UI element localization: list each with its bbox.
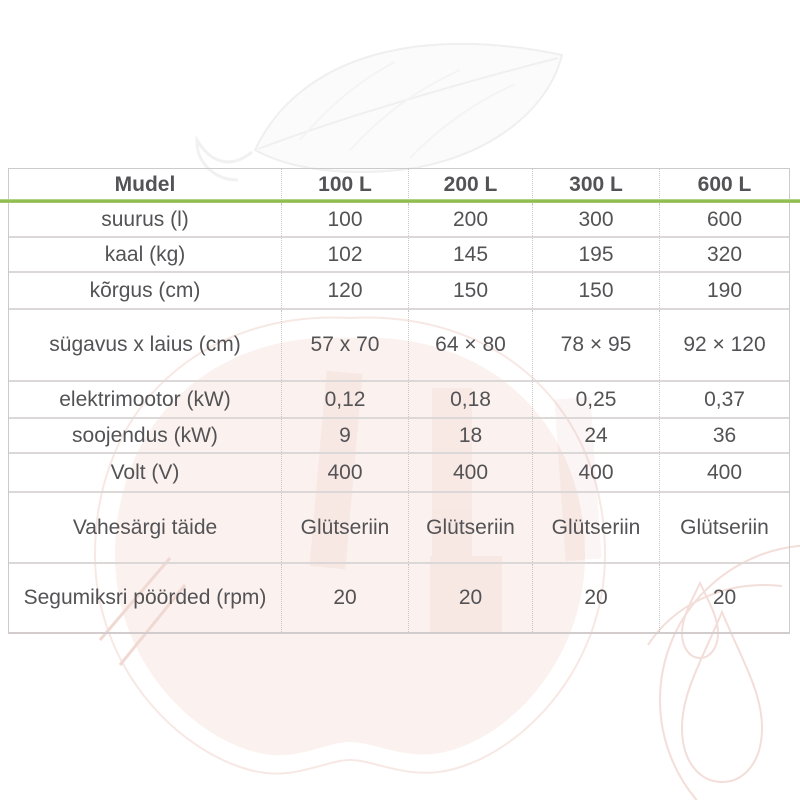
- table-cell: 0,25: [532, 382, 659, 417]
- table-cell: 200: [408, 204, 532, 236]
- table-cell: 100: [281, 204, 408, 236]
- table-cell: 190: [659, 273, 789, 308]
- column-header: 300 L: [532, 169, 659, 204]
- table-cell: 300: [532, 204, 659, 236]
- apple-watermark: [93, 316, 607, 775]
- table-cell: 24: [532, 419, 659, 452]
- table-row-suurus: suurus (l) 100 200 300 600: [9, 204, 789, 238]
- table-cell: 20: [532, 564, 659, 632]
- table-cell: 120: [281, 273, 408, 308]
- table-cell: 36: [659, 419, 789, 452]
- table-cell: 0,37: [659, 382, 789, 417]
- table-cell: 20: [408, 564, 532, 632]
- table-row-sugavus-laius: sügavus x laius (cm) 57 x 70 64 × 80 78 …: [9, 310, 789, 382]
- table-cell: 57 x 70: [281, 310, 408, 380]
- table-cell: 20: [659, 564, 789, 632]
- table-cell: 400: [281, 454, 408, 491]
- column-header: 100 L: [281, 169, 408, 204]
- row-label: Volt (V): [110, 460, 180, 484]
- table-cell: Glütseriin: [408, 493, 532, 562]
- table-row-elektrimootor: elektrimootor (kW) 0,12 0,18 0,25 0,37: [9, 382, 789, 419]
- table-cell: 20: [281, 564, 408, 632]
- table-cell: Glütseriin: [281, 493, 408, 562]
- table-cell: 18: [408, 419, 532, 452]
- spec-table: Mudel 100 L 200 L 300 L 600 L suurus (l)…: [8, 168, 790, 634]
- table-cell: 150: [408, 273, 532, 308]
- column-header: 600 L: [659, 169, 789, 204]
- table-cell: 102: [281, 238, 408, 271]
- table-row-vahesargi-taide: Vahesärgi täide Glütseriin Glütseriin Gl…: [9, 493, 789, 564]
- table-cell: 0,12: [281, 382, 408, 417]
- table-cell: 0,18: [408, 382, 532, 417]
- leaf-watermark: [195, 42, 564, 182]
- table-row-soojendus: soojendus (kW) 9 18 24 36: [9, 419, 789, 454]
- table-row-segumiksri-poorded: Segumiksri pöörded (rpm) 20 20 20 20: [9, 564, 789, 632]
- row-label: elektrimootor (kW): [59, 387, 231, 411]
- table-cell: 64 × 80: [408, 310, 532, 380]
- table-cell: 78 × 95: [532, 310, 659, 380]
- table-cell: 92 × 120: [659, 310, 789, 380]
- column-header-model: Mudel: [114, 172, 176, 196]
- table-header-row: Mudel 100 L 200 L 300 L 600 L: [9, 169, 789, 204]
- table-row-korgus: kõrgus (cm) 120 150 150 190: [9, 273, 789, 310]
- column-header: 200 L: [408, 169, 532, 204]
- table-cell: Glütseriin: [532, 493, 659, 562]
- table-cell: 145: [408, 238, 532, 271]
- droplet-watermark: [647, 544, 800, 800]
- table-cell: 320: [659, 238, 789, 271]
- table-cell: 9: [281, 419, 408, 452]
- accent-bar: [0, 199, 800, 203]
- table-row-kaal: kaal (kg) 102 145 195 320: [9, 238, 789, 273]
- table-cell: 600: [659, 204, 789, 236]
- row-label: Segumiksri pöörded (rpm): [23, 586, 267, 610]
- table-cell: Glütseriin: [659, 493, 789, 562]
- row-label: sügavus x laius (cm): [49, 333, 241, 357]
- table-cell: 150: [532, 273, 659, 308]
- row-label: suurus (l): [101, 208, 189, 232]
- table-row-volt: Volt (V) 400 400 400 400: [9, 454, 789, 493]
- row-label: Vahesärgi täide: [72, 515, 218, 539]
- table-cell: 400: [659, 454, 789, 491]
- table-cell: 400: [408, 454, 532, 491]
- table-cell: 195: [532, 238, 659, 271]
- table-cell: 400: [532, 454, 659, 491]
- row-label: soojendus (kW): [72, 423, 218, 447]
- row-label: kaal (kg): [104, 242, 186, 266]
- row-label: kõrgus (cm): [89, 278, 201, 302]
